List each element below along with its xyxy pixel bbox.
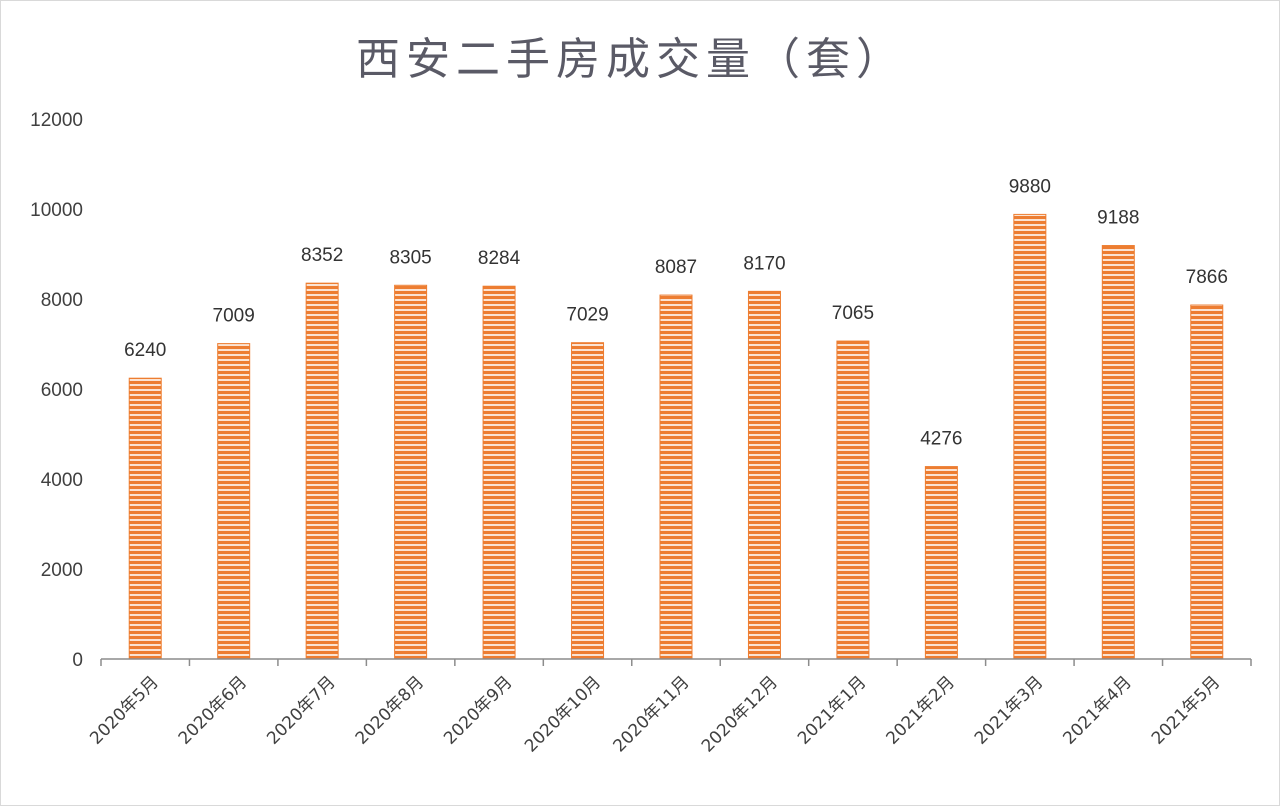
x-tick-label: 2020年6月 xyxy=(175,672,251,748)
bar xyxy=(747,290,781,660)
y-tick-label: 2000 xyxy=(41,560,83,581)
data-label: 9188 xyxy=(1097,208,1139,229)
y-tick-label: 10000 xyxy=(30,200,83,221)
x-tick-label: 2020年7月 xyxy=(263,672,339,748)
data-label: 4276 xyxy=(920,429,962,450)
y-tick-label: 0 xyxy=(72,650,83,671)
bar xyxy=(128,377,162,660)
bar xyxy=(394,284,428,660)
x-tick-label: 2020年11月 xyxy=(609,672,693,756)
bar xyxy=(482,285,516,660)
bar xyxy=(836,340,870,660)
x-tick-label: 2021年2月 xyxy=(882,672,958,748)
data-label: 8352 xyxy=(301,245,343,266)
x-tick-label: 2020年9月 xyxy=(440,672,516,748)
chart-title: 西安二手房成交量（套） xyxy=(356,34,906,85)
y-tick-label: 12000 xyxy=(30,110,83,131)
bar xyxy=(659,294,693,660)
bar xyxy=(1101,245,1135,660)
data-label: 7065 xyxy=(832,303,874,324)
bar xyxy=(1190,304,1224,660)
x-tick-label: 2021年5月 xyxy=(1148,672,1224,748)
data-label: 6240 xyxy=(124,340,166,361)
x-tick-label: 2021年1月 xyxy=(794,672,870,748)
data-label: 7866 xyxy=(1186,267,1228,288)
x-tick-label: 2020年10月 xyxy=(521,672,605,756)
x-tick-label: 2020年8月 xyxy=(352,672,428,748)
bar xyxy=(571,342,605,660)
data-label: 8305 xyxy=(389,247,431,268)
data-label: 8170 xyxy=(743,253,785,274)
x-tick-label: 2021年4月 xyxy=(1059,672,1135,748)
bar xyxy=(924,466,958,660)
x-tick-label: 2021年3月 xyxy=(971,672,1047,748)
data-label: 8087 xyxy=(655,257,697,278)
y-tick-label: 8000 xyxy=(41,290,83,311)
bar xyxy=(1013,213,1047,660)
y-tick-label: 4000 xyxy=(41,470,83,491)
data-label: 7009 xyxy=(213,306,255,327)
bar xyxy=(217,343,251,660)
data-label: 9880 xyxy=(1009,176,1051,197)
y-tick-label: 6000 xyxy=(41,380,83,401)
x-tick-label: 2020年5月 xyxy=(86,672,162,748)
bar xyxy=(305,282,339,660)
x-tick-label: 2020年12月 xyxy=(698,672,782,756)
data-label: 7029 xyxy=(566,305,608,326)
data-label: 8284 xyxy=(478,248,521,269)
